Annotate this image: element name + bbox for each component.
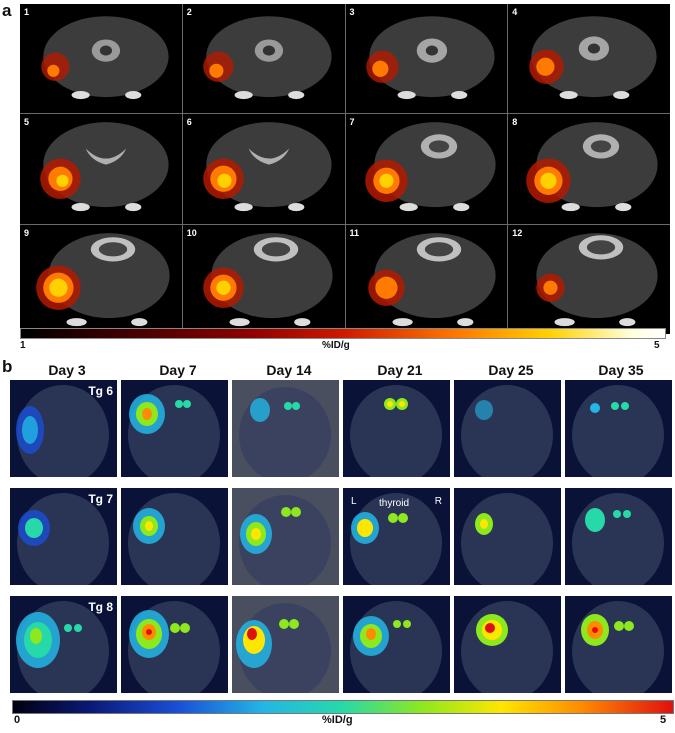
day-label: Day 25 <box>488 362 534 378</box>
right-marker: R <box>434 496 442 507</box>
pet-image <box>343 596 450 693</box>
pet-image <box>232 380 339 477</box>
slice-number: 6 <box>186 117 192 128</box>
ct-slice: 12 <box>508 224 670 334</box>
panel-a-letter: a <box>2 1 12 20</box>
day-header-row: Day 3 Day 7 Day 14 Day 21 Day 25 Day 35 <box>8 362 675 380</box>
pet-image <box>343 380 450 477</box>
pet-image <box>232 488 339 585</box>
ct-slice: 5 <box>20 114 182 224</box>
pet-image <box>232 596 339 693</box>
ct-slice: 10 <box>182 224 345 334</box>
ct-slice: 7 <box>345 114 508 224</box>
slice-number: 12 <box>512 227 523 238</box>
ct-slice-image <box>202 122 332 212</box>
ct-slice-image <box>365 16 495 100</box>
pet-image <box>121 596 228 693</box>
pet-image <box>565 380 672 477</box>
day-label: Day 7 <box>159 362 197 378</box>
panel-b-letter: b <box>2 357 13 376</box>
pet-image <box>121 380 228 477</box>
pet-scan <box>121 596 228 693</box>
row-label: Tg 8 <box>88 600 113 614</box>
ct-slice-image <box>526 122 658 212</box>
ct-slice-image <box>202 232 333 326</box>
left-marker: L <box>351 496 357 507</box>
slice-number: 5 <box>24 117 30 128</box>
pet-scan <box>10 596 117 693</box>
pet-image: Tg 7 <box>10 488 117 585</box>
pet-scan <box>454 380 561 477</box>
pet-scan <box>454 596 561 693</box>
ct-slice: 1 <box>20 4 182 114</box>
ct-slice: 11 <box>345 224 508 334</box>
ct-slice: 8 <box>508 114 670 224</box>
pet-scan <box>343 380 450 477</box>
colorbar-a-unit: %ID/g <box>322 340 350 351</box>
ct-slice-image <box>40 122 169 212</box>
row-label: Tg 7 <box>88 492 113 506</box>
day-label: Day 3 <box>48 362 86 378</box>
pet-image-grid: Tg 6 Tg 7 L thyroid R Tg 8 <box>10 380 674 700</box>
pet-image: Tg 6 <box>10 380 117 477</box>
day-label: Day 14 <box>266 362 312 378</box>
colorbar-a-min: 1 <box>20 340 26 351</box>
pet-scan <box>232 380 339 477</box>
pet-scan <box>565 488 672 585</box>
ct-slice: 3 <box>345 4 508 114</box>
colorbar-a-max: 5 <box>654 340 660 351</box>
pet-scan <box>232 488 339 585</box>
slice-number: 4 <box>512 7 518 17</box>
pet-scan <box>343 596 450 693</box>
pet-scan <box>232 596 339 693</box>
slice-number: 1 <box>24 7 30 17</box>
pet-colorbar <box>12 700 674 714</box>
ct-slice: 9 <box>20 224 182 334</box>
pet-image <box>565 596 672 693</box>
pet-scan <box>454 488 561 585</box>
slice-number: 3 <box>349 7 355 17</box>
pet-image <box>121 488 228 585</box>
ct-slice-image <box>529 16 657 100</box>
ct-slice-image <box>364 122 496 212</box>
slice-number: 8 <box>512 117 518 128</box>
day-label: Day 35 <box>598 362 644 378</box>
ct-slice-grid: 1 2 3 4 5 <box>20 4 670 334</box>
pet-scan <box>565 596 672 693</box>
slice-number: 9 <box>24 227 30 238</box>
colorbar-b-min: 0 <box>14 714 21 726</box>
pet-image <box>454 596 561 693</box>
pet-image: Tg 8 <box>10 596 117 693</box>
pet-scan <box>343 488 450 585</box>
ct-slice-image <box>536 232 658 326</box>
pet-scan <box>10 488 117 585</box>
ct-slice: 2 <box>182 4 345 114</box>
slice-number: 10 <box>186 227 197 238</box>
colorbar-b-max: 5 <box>660 714 667 726</box>
day-label: Day 21 <box>377 362 423 378</box>
colorbar-b-unit: %ID/g <box>322 714 353 726</box>
pet-scan <box>121 380 228 477</box>
pet-scan <box>565 380 672 477</box>
pet-image <box>565 488 672 585</box>
slice-number: 7 <box>349 117 355 128</box>
slice-number: 2 <box>186 7 192 17</box>
thyroid-label: thyroid <box>379 498 410 509</box>
pet-image <box>454 380 561 477</box>
ct-slice-image <box>36 232 170 326</box>
pet-image <box>454 488 561 585</box>
ct-slice-image <box>367 232 496 326</box>
ct-slice-image <box>202 16 332 100</box>
pet-image: L thyroid R <box>343 488 450 585</box>
pet-scan <box>121 488 228 585</box>
row-label: Tg 6 <box>88 384 113 398</box>
ct-slice: 6 <box>182 114 345 224</box>
ct-colorbar <box>20 328 666 339</box>
slice-number: 11 <box>349 227 360 238</box>
pet-scan <box>10 380 117 477</box>
ct-slice: 4 <box>508 4 670 114</box>
ct-slice-image <box>41 16 169 100</box>
